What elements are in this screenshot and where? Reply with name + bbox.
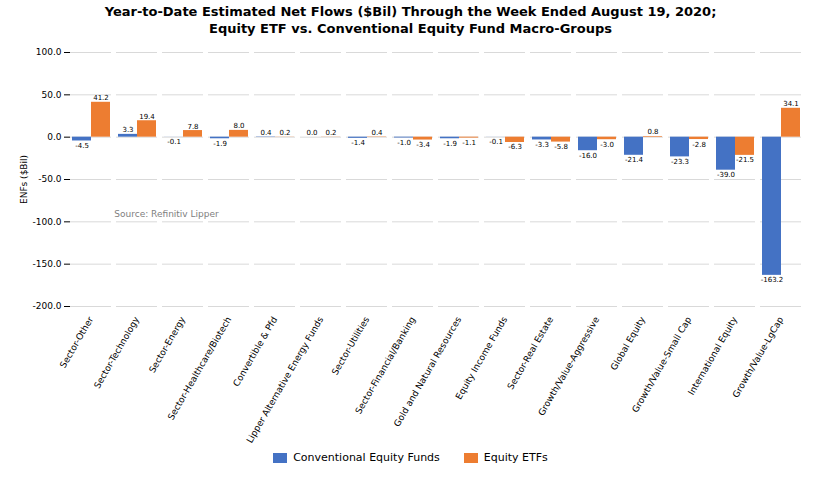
svg-text:Growth/Value-LgCap: Growth/Value-LgCap [731, 314, 786, 399]
svg-text:Sector-Utilities: Sector-Utilities [330, 314, 372, 376]
svg-text:Convertible & Pfd: Convertible & Pfd [231, 315, 279, 388]
svg-text:-3.4: -3.4 [416, 141, 430, 149]
svg-text:0.4: 0.4 [371, 129, 383, 137]
svg-text:Global Equity: Global Equity [609, 314, 648, 372]
svg-text:Growth/Value-Aggressive: Growth/Value-Aggressive [536, 314, 601, 417]
svg-text:0.2: 0.2 [279, 129, 290, 137]
svg-text:-4.5: -4.5 [75, 142, 89, 150]
svg-text:-0.1: -0.1 [167, 138, 181, 146]
html-text:Year-to-Date Estimated Net Flo: Year-to-Date Estimated Net Flows ($Bil) … [104, 4, 717, 36]
svg-text:-1.9: -1.9 [443, 140, 457, 148]
svg-text:International Equity: International Equity [686, 314, 739, 396]
html-text:Equity ETFs: Equity ETFs [483, 451, 548, 465]
svg-text:Sector-Technology: Sector-Technology [92, 314, 142, 390]
svg-text:-100.0: -100.0 [32, 216, 61, 226]
html-text:Source: Refinitiv Lipper: Source: Refinitiv Lipper [114, 209, 219, 220]
svg-text:-6.3: -6.3 [508, 143, 522, 151]
svg-text:Sector-Real Estate: Sector-Real Estate [505, 314, 555, 391]
svg-text:-163.2: -163.2 [761, 276, 784, 284]
svg-text:3.3: 3.3 [122, 126, 133, 134]
html-text:Conventional Equity Funds: Conventional Equity Funds [293, 451, 440, 465]
svg-text:50.0: 50.0 [41, 89, 61, 99]
svg-text:-1.1: -1.1 [462, 139, 476, 147]
svg-text:41.2: 41.2 [93, 94, 109, 102]
svg-text:-16.0: -16.0 [579, 151, 597, 159]
svg-text:-5.8: -5.8 [554, 143, 568, 151]
svg-text:-39.0: -39.0 [717, 171, 735, 179]
svg-text:34.1: 34.1 [783, 100, 799, 108]
svg-text:-21.5: -21.5 [736, 156, 754, 164]
svg-text:Sector-Other: Sector-Other [58, 314, 96, 369]
svg-text:Gold and Natural Resources: Gold and Natural Resources [392, 314, 463, 428]
svg-text:0.0: 0.0 [306, 129, 317, 137]
svg-text:0.4: 0.4 [260, 129, 272, 137]
svg-text:-23.3: -23.3 [671, 158, 689, 166]
svg-text:Growth/Value-Small Cap: Growth/Value-Small Cap [630, 314, 693, 414]
svg-text:-21.4: -21.4 [625, 156, 644, 164]
svg-text:8.0: 8.0 [233, 122, 244, 130]
svg-text:-3.3: -3.3 [535, 141, 549, 149]
svg-text:-50.0: -50.0 [38, 174, 62, 184]
svg-text:Sector-Energy: Sector-Energy [147, 314, 188, 374]
svg-text:Sector-Healthcare/Biotech: Sector-Healthcare/Biotech [166, 315, 233, 422]
svg-text:-0.1: -0.1 [489, 138, 503, 146]
svg-text:Equity Income Funds: Equity Income Funds [454, 314, 510, 400]
svg-text:7.8: 7.8 [187, 122, 198, 130]
svg-text:100.0: 100.0 [36, 47, 62, 57]
svg-text:-1.9: -1.9 [213, 140, 227, 148]
svg-text:-150.0: -150.0 [32, 259, 61, 269]
svg-text:Lipper Alternative Energy Fund: Lipper Alternative Energy Funds [244, 314, 325, 444]
svg-text:-1.4: -1.4 [351, 139, 365, 147]
svg-text:-2.8: -2.8 [692, 140, 706, 148]
svg-text:Sector-Financial/Banking: Sector-Financial/Banking [353, 314, 418, 416]
svg-text:0.2: 0.2 [325, 129, 336, 137]
svg-text:19.4: 19.4 [139, 113, 155, 121]
svg-text:-200.0: -200.0 [32, 301, 61, 311]
svg-text:ENFs ($Bil): ENFs ($Bil) [19, 155, 29, 204]
svg-text:-1.0: -1.0 [397, 139, 411, 147]
svg-text:0.0: 0.0 [47, 132, 62, 142]
svg-text:0.8: 0.8 [647, 128, 658, 136]
svg-text:-3.0: -3.0 [600, 140, 614, 148]
